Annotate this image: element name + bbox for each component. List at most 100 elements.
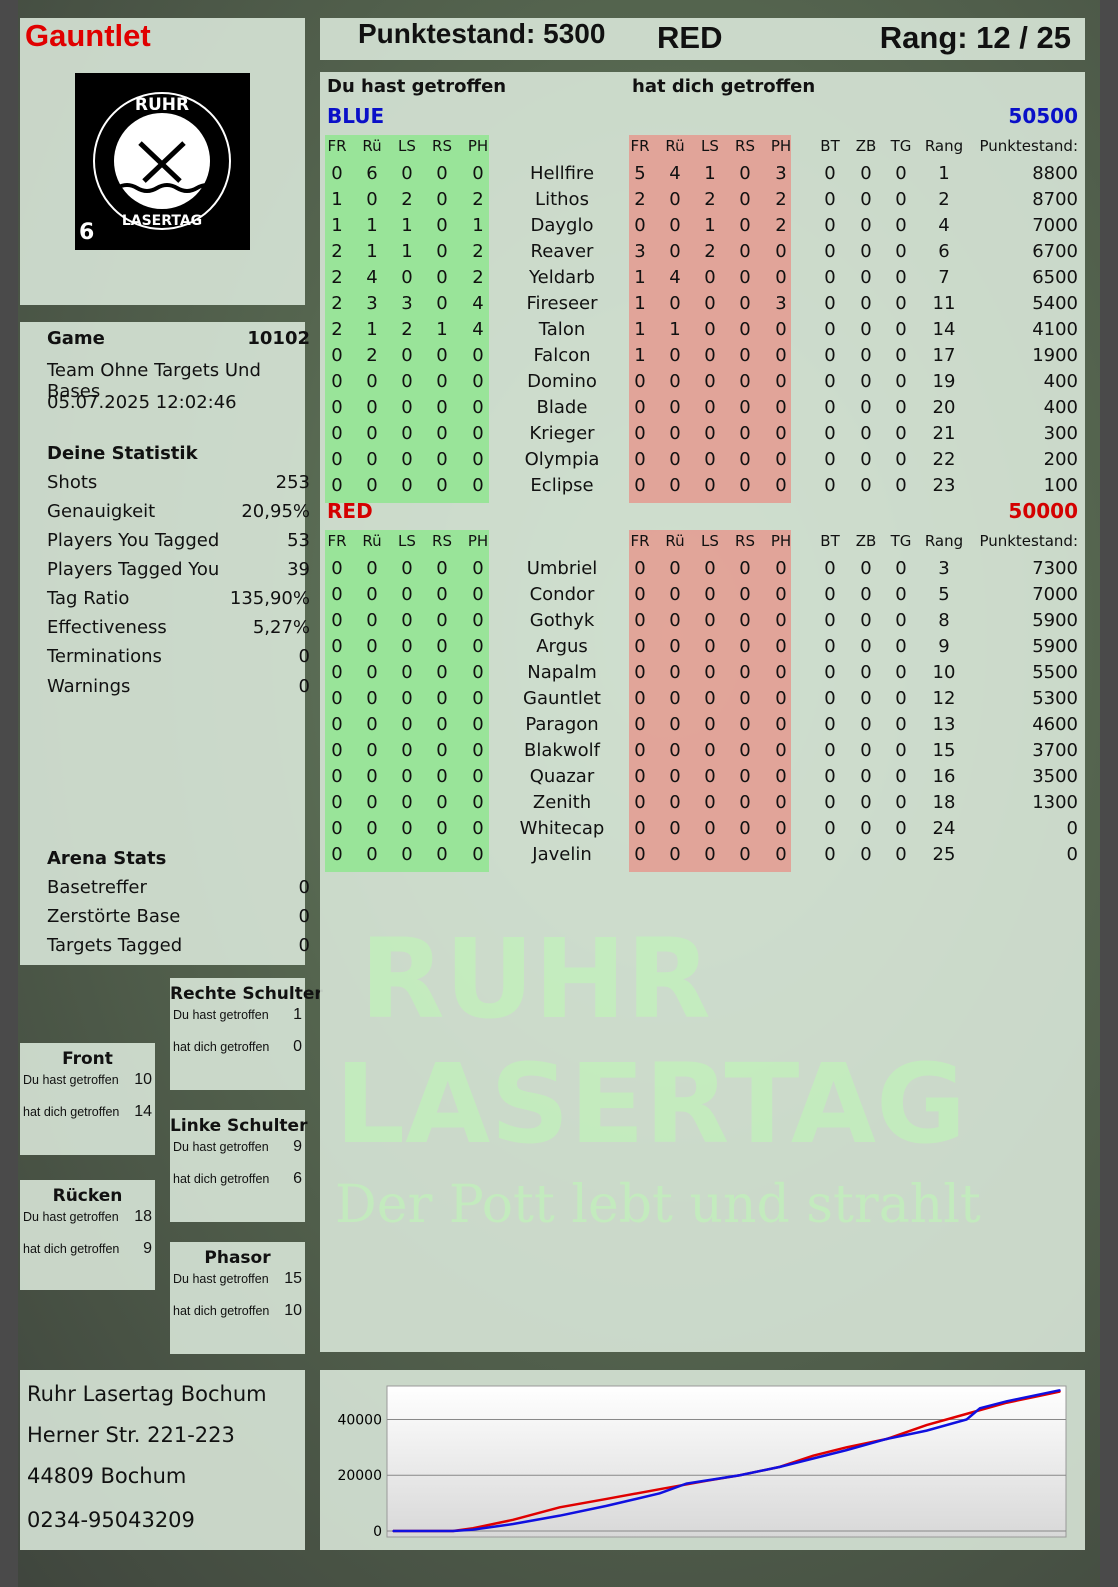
hit-you-count: 0	[634, 766, 646, 787]
you-hit-count: 0	[331, 662, 343, 683]
player-score: 0	[1066, 818, 1078, 839]
zone-value: 9	[293, 1138, 302, 1155]
zone-box-r-cken: Rücken Du hast getroffen 18 hat dich getrof…	[20, 1180, 155, 1290]
zone-label: hat dich getroffen	[23, 1105, 120, 1119]
you-hit-count: 1	[472, 215, 484, 236]
left-border	[0, 0, 18, 1587]
player-name: Napalm	[527, 662, 597, 683]
data-point	[779, 1466, 781, 1468]
player-score: 5500	[1032, 662, 1078, 683]
arena-count: 0	[824, 241, 836, 262]
player-name: Falcon	[533, 345, 591, 366]
header-bar: Punktestand: 5300 RED Rang: 12 / 25	[320, 18, 1085, 60]
you-hit-count: 3	[401, 293, 413, 314]
player-rank: 11	[932, 293, 956, 314]
player-score: 400	[1043, 397, 1078, 418]
you-hit-count: 0	[472, 163, 484, 184]
you-hit-count: 0	[436, 636, 448, 657]
hit-you-count: 0	[775, 766, 787, 787]
hit-you-count: 3	[775, 293, 787, 314]
hit-you-count: 0	[775, 241, 787, 262]
hit-you-count: 0	[634, 215, 646, 236]
player-rank: 2	[938, 189, 950, 210]
hit-you-count: 0	[634, 662, 646, 683]
zone-label: hat dich getroffen	[173, 1304, 270, 1318]
zone-value: 14	[134, 1103, 152, 1120]
you-hit-count: 0	[401, 714, 413, 735]
you-hit-count: 0	[331, 792, 343, 813]
arena-count: 0	[860, 319, 872, 340]
you-hit-count: 0	[401, 475, 413, 496]
hit-you-count: 0	[739, 740, 751, 761]
you-hit-count: 0	[366, 610, 378, 631]
arena-count: 0	[895, 293, 907, 314]
column-header: LS	[701, 137, 719, 155]
arena-value: 0	[298, 935, 310, 956]
series-line-1	[393, 1388, 1061, 1533]
team-name: BLUE	[327, 104, 385, 128]
zone-title: Rücken	[52, 1186, 123, 1206]
arena-row: Targets Tagged 0	[47, 935, 310, 956]
svg-text:LASERTAG: LASERTAG	[122, 213, 202, 229]
hit-you-count: 2	[704, 241, 716, 262]
arena-count: 0	[895, 423, 907, 444]
hit-you-count: 0	[739, 189, 751, 210]
hit-you-count: 0	[775, 714, 787, 735]
player-name: Whitecap	[519, 818, 605, 839]
hit-you-count: 0	[775, 423, 787, 444]
you-hit-count: 0	[472, 688, 484, 709]
player-name: Gothyk	[529, 610, 595, 631]
arena-row: Basetreffer 0	[47, 877, 310, 898]
player-name: Lithos	[535, 189, 589, 210]
you-hit-count: 0	[401, 584, 413, 605]
hit-you-count: 0	[634, 371, 646, 392]
arena-count: 0	[895, 740, 907, 761]
stat-row: Genauigkeit 20,95%	[47, 501, 310, 522]
arena-count: 0	[860, 293, 872, 314]
arena-count: 0	[895, 371, 907, 392]
player-score: 100	[1043, 475, 1078, 496]
zone-hit-you: hat dich getroffen 10	[170, 1302, 305, 1320]
stat-row: Players Tagged You 39	[47, 559, 310, 580]
zone-you-hit: Du hast getroffen 15	[170, 1270, 305, 1288]
you-hit-count: 1	[366, 319, 378, 340]
zone-box-rechte-schulter: Rechte Schulter Du hast getroffen 1 hat dic…	[170, 978, 323, 1090]
zone-value: 10	[284, 1302, 302, 1319]
hit-you-count: 0	[634, 714, 646, 735]
column-header: TG	[890, 532, 912, 550]
arena-count: 0	[860, 241, 872, 262]
data-point	[605, 1498, 608, 1500]
player-rank: 20	[932, 397, 956, 418]
arena-value: 0	[298, 906, 310, 927]
player-rank: 1	[938, 163, 950, 184]
data-point	[965, 1413, 968, 1415]
address-phone: 0234-95043209	[27, 1508, 195, 1532]
hit-you-count: 0	[704, 558, 716, 579]
you-hit-count: 0	[436, 423, 448, 444]
hit-you-count: 0	[739, 844, 751, 865]
player-panel: Gauntlet RUHR LASERTAG 6	[20, 18, 305, 305]
arena-count: 0	[860, 688, 872, 709]
you-hit-count: 0	[472, 449, 484, 470]
arena-count: 0	[860, 423, 872, 444]
you-hit-count: 0	[401, 688, 413, 709]
arena-count: 0	[895, 688, 907, 709]
stat-value: 39	[287, 559, 310, 580]
arena-count: 0	[895, 636, 907, 657]
player-name: Argus	[536, 636, 588, 657]
column-header: RS	[432, 137, 452, 155]
player-score: 300	[1043, 423, 1078, 444]
data-point	[885, 1438, 888, 1440]
game-label: Game	[47, 328, 105, 349]
arena-count: 0	[824, 714, 836, 735]
rank-label: Rang: 12 / 25	[879, 20, 1071, 55]
plot-area	[386, 1385, 1067, 1538]
data-point	[659, 1488, 661, 1490]
player-score: 6700	[1032, 241, 1078, 262]
you-hit-count: 0	[331, 475, 343, 496]
hit-you-count: 0	[704, 267, 716, 288]
hit-you-count: 0	[775, 740, 787, 761]
column-header: Rü	[665, 137, 685, 155]
column-header: FR	[630, 532, 650, 550]
arena-count: 0	[860, 215, 872, 236]
